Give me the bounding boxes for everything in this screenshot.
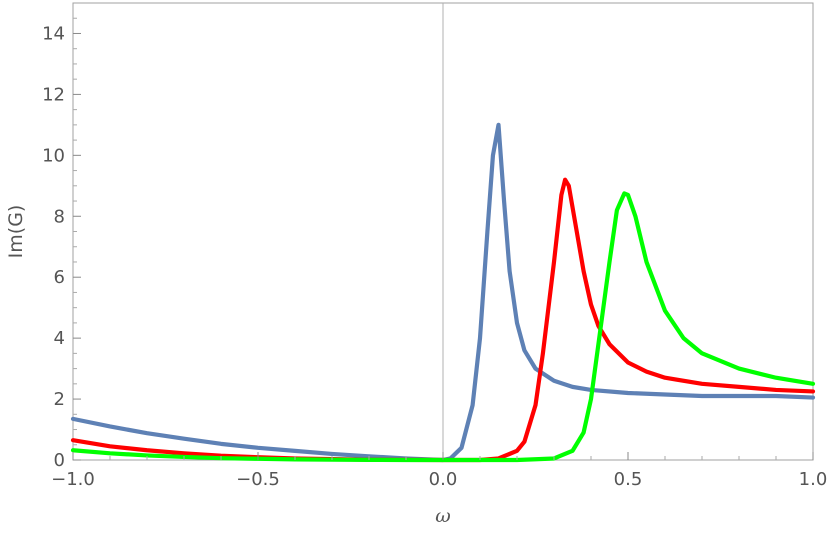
y-tick-label: 6 xyxy=(54,267,65,288)
y-tick-label: 4 xyxy=(54,328,65,349)
x-tick-label: 1.0 xyxy=(799,469,828,490)
y-tick-label: 0 xyxy=(54,450,65,471)
series-layer xyxy=(70,122,816,463)
y-tick-label: 12 xyxy=(42,84,65,105)
y-tick-label: 8 xyxy=(54,206,65,227)
y-axis-ticks: 0 2 4 6 8 10 12 14 xyxy=(42,17,81,471)
x-tick-label: −0.5 xyxy=(236,469,280,490)
plot-area xyxy=(72,2,814,461)
x-tick-label: −1.0 xyxy=(51,469,95,490)
x-axis-title: ω xyxy=(435,505,451,527)
y-tick-label: 14 xyxy=(42,23,65,44)
x-tick-label: 0.0 xyxy=(429,469,458,490)
y-tick-label: 2 xyxy=(54,389,65,410)
series-line-1 xyxy=(70,122,816,463)
series-line-3 xyxy=(70,191,816,463)
x-tick-label: 0.5 xyxy=(614,469,643,490)
y-tick-label: 10 xyxy=(42,145,65,166)
y-axis-title: Im(G) xyxy=(5,205,27,259)
x-axis-ticks: −1.0 −0.5 0.0 0.5 1.0 xyxy=(51,452,827,490)
